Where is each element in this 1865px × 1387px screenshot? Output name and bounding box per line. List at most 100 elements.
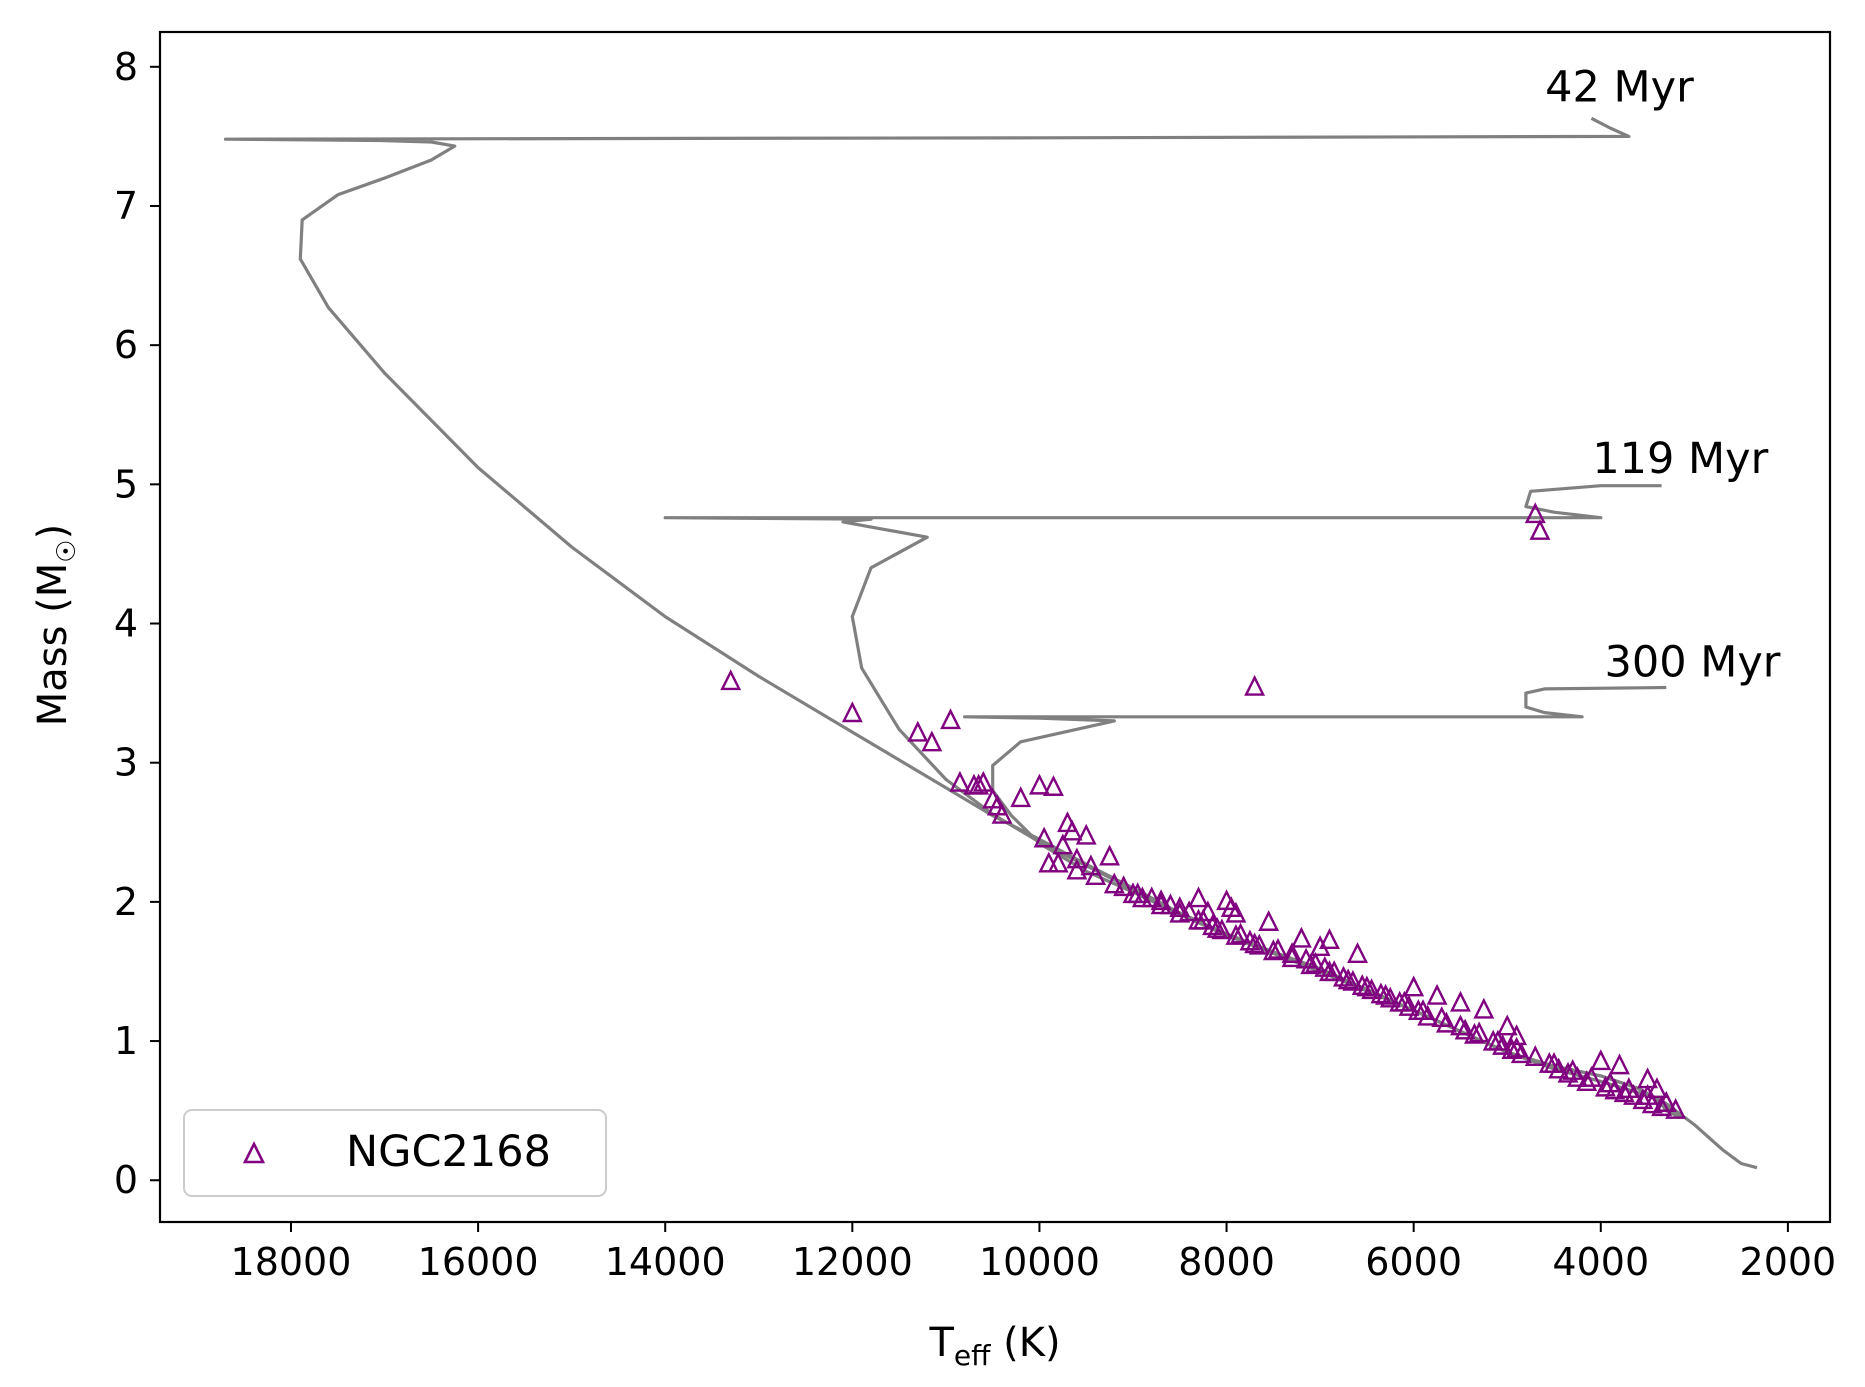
data-point — [1450, 1014, 1471, 1036]
x-tick-label: 8000 — [1178, 1240, 1275, 1284]
scatter-points — [720, 502, 1687, 1119]
data-point — [1281, 942, 1303, 963]
y-tick-label: 3 — [114, 741, 138, 785]
data-point — [1262, 939, 1284, 961]
data-point — [1150, 893, 1172, 915]
y-tick-label: 7 — [114, 184, 138, 228]
y-tick-label: 2 — [114, 880, 138, 924]
data-point — [1562, 1059, 1584, 1080]
y-tick-label: 1 — [114, 1019, 138, 1063]
data-point — [1281, 946, 1303, 968]
data-point — [1506, 1024, 1528, 1046]
data-point — [1496, 1014, 1518, 1036]
data-point — [1075, 823, 1097, 845]
data-point — [1655, 1091, 1677, 1112]
data-point — [1548, 1057, 1570, 1079]
data-point — [1319, 960, 1340, 982]
data-point — [972, 770, 994, 792]
data-point — [1248, 933, 1270, 955]
data-point — [1010, 786, 1032, 808]
data-point — [1028, 773, 1050, 795]
data-point — [1169, 901, 1191, 923]
data-point — [1300, 953, 1322, 975]
x-axis-label-sub: eff — [954, 1339, 991, 1372]
x-tick-label: 12000 — [792, 1240, 913, 1284]
isochrone-label: 42 Myr — [1545, 63, 1694, 113]
data-point — [1351, 974, 1373, 995]
data-point — [1487, 1029, 1509, 1051]
data-point — [1454, 1018, 1476, 1040]
data-point — [1510, 1042, 1532, 1064]
x-axis-label-rest: (K) — [990, 1320, 1060, 1366]
isochrone-label: 119 Myr — [1592, 434, 1768, 484]
x-tick-label: 2000 — [1740, 1240, 1837, 1284]
x-axis-label-main: T — [928, 1320, 954, 1366]
data-point — [1309, 935, 1331, 957]
x-tick-label: 14000 — [605, 1240, 726, 1284]
data-point — [1314, 956, 1336, 977]
data-point — [1066, 847, 1088, 869]
data-point — [1211, 918, 1233, 940]
legend-label: NGC2168 — [346, 1127, 551, 1177]
data-point — [1646, 1077, 1668, 1098]
x-tick-label: 4000 — [1552, 1240, 1649, 1284]
data-point — [1576, 1070, 1598, 1092]
data-point — [1529, 518, 1551, 540]
isochrone-label: 300 Myr — [1604, 637, 1780, 687]
x-tick-label: 18000 — [231, 1240, 352, 1284]
data-point — [1230, 922, 1252, 944]
data-point — [1267, 937, 1289, 959]
data-point — [1609, 1053, 1630, 1075]
isochrone-annotations: 42 Myr 119 Myr 300 Myr — [1545, 63, 1781, 688]
data-point — [1651, 1095, 1673, 1117]
data-point — [1239, 929, 1261, 951]
data-point — [1501, 1038, 1523, 1060]
data-point — [1304, 951, 1326, 973]
x-tick-label: 10000 — [979, 1240, 1100, 1284]
data-point — [1047, 851, 1069, 873]
data-point — [1103, 872, 1125, 894]
data-point — [1099, 844, 1121, 866]
data-point — [1244, 932, 1266, 954]
y-tick-label: 8 — [114, 45, 138, 89]
data-point — [1061, 819, 1083, 841]
y-tick-label: 0 — [114, 1158, 138, 1202]
data-point — [1333, 965, 1354, 987]
data-point — [1435, 1011, 1457, 1033]
y-axis-label-main: Mass (M — [30, 563, 76, 727]
data-point — [1225, 923, 1247, 945]
data-point — [1361, 978, 1383, 1000]
data-point — [968, 773, 990, 795]
data-point — [1033, 826, 1055, 848]
y-tick-label: 6 — [114, 323, 138, 367]
data-point — [1258, 910, 1280, 931]
data-point — [991, 802, 1013, 824]
data-point — [1524, 1045, 1546, 1066]
y-axis-label-rest: ) — [30, 524, 76, 540]
data-point — [907, 720, 929, 742]
x-axis-label: Teff (K) — [928, 1320, 1060, 1372]
data-point — [1337, 968, 1359, 990]
data-point — [1206, 917, 1228, 938]
data-point — [1085, 864, 1107, 886]
data-point — [1342, 969, 1364, 991]
data-point — [1637, 1084, 1659, 1105]
data-point — [1398, 994, 1420, 1016]
data-point — [1412, 999, 1434, 1021]
data-point — [949, 770, 971, 792]
data-point — [1665, 1097, 1687, 1119]
data-point — [1379, 986, 1401, 1008]
data-point — [1417, 1004, 1439, 1026]
data-point — [940, 708, 962, 730]
y-axis-label: Mass (M☉) — [30, 524, 82, 726]
data-point — [1468, 1021, 1490, 1043]
data-point — [1178, 900, 1200, 922]
data-point — [1613, 1081, 1635, 1103]
data-point — [1426, 983, 1448, 1005]
data-point — [1066, 858, 1088, 880]
data-point — [1202, 914, 1223, 936]
data-point — [1375, 983, 1397, 1005]
data-point — [1618, 1077, 1640, 1098]
y-axis-label-sub: ☉ — [52, 539, 82, 562]
data-point — [1043, 775, 1064, 796]
